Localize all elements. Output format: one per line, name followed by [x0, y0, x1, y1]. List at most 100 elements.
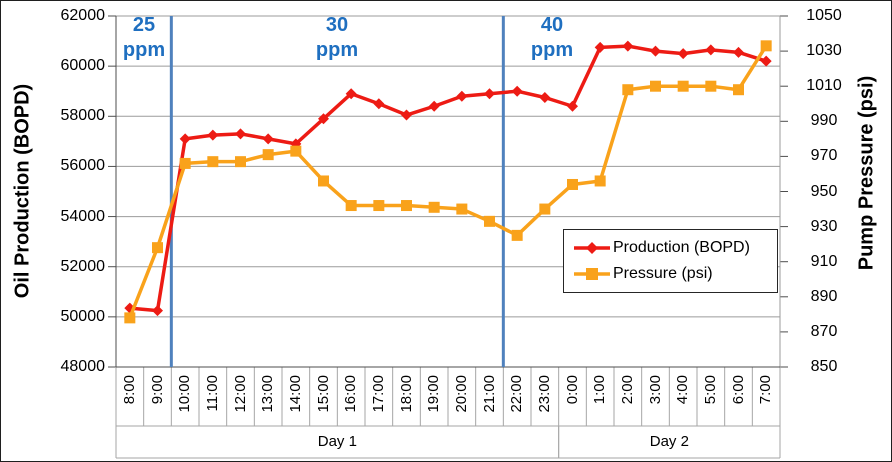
x-tick-label: 8:00	[120, 375, 138, 405]
x-tick-label: 15:00	[314, 375, 332, 413]
x-tick-label: 19:00	[425, 375, 443, 413]
production-marker	[152, 305, 163, 317]
y-right-axis-title: Pump Pressure (psi)	[855, 75, 878, 271]
pressure-marker	[456, 203, 468, 215]
y-right-tick-label: 850	[810, 358, 838, 375]
pressure-marker	[373, 200, 385, 212]
day-group-label: Day 2	[649, 433, 689, 450]
annotation-40ppm-unit: ppm	[530, 39, 574, 61]
pressure-marker	[622, 84, 634, 96]
annotation-40ppm: 40 ppm	[507, 13, 597, 63]
pressure-marker	[207, 156, 219, 168]
y-left-axis-title: Oil Production (BOPD)	[11, 83, 34, 299]
y-right-tick-label: 1010	[806, 77, 842, 95]
production-marker	[511, 85, 523, 97]
legend-entry-pressure: Pressure (psi)	[572, 265, 777, 283]
day-group-label: Day 1	[317, 433, 357, 450]
pressure-marker	[179, 157, 191, 169]
y-right-tick-label: 910	[810, 252, 838, 270]
production-marker	[345, 88, 357, 100]
x-tick-label: 22:00	[508, 375, 526, 413]
y-left-tick-label: 60000	[60, 57, 106, 75]
annotation-30ppm: 30 ppm	[292, 13, 382, 63]
pressure-legend-marker-icon	[574, 268, 610, 281]
x-tick-label: 4:00	[674, 375, 692, 405]
production-marker	[428, 100, 440, 112]
production-marker	[235, 128, 246, 140]
x-tick-label: 21:00	[480, 375, 498, 413]
annotation-25ppm-value: 25	[132, 14, 156, 36]
y-right-tick-label: 950	[810, 182, 838, 200]
production-marker	[484, 88, 495, 100]
pressure-marker	[760, 40, 772, 52]
x-tick-label: 6:00	[729, 375, 747, 405]
y-right-tick-label: 930	[810, 217, 838, 235]
y-left-tick-label: 54000	[60, 207, 106, 225]
x-tick-label: 5:00	[701, 375, 719, 405]
x-tick-label: 14:00	[286, 375, 304, 413]
production-marker	[373, 98, 385, 110]
y-right-tick-label: 1030	[806, 42, 842, 60]
x-tick-label: 0:00	[563, 375, 581, 405]
production-marker	[179, 133, 191, 145]
y-left-tick-label: 62000	[60, 7, 106, 24]
pressure-marker	[428, 201, 440, 213]
production-marker	[594, 41, 606, 53]
y-left-tick-label: 48000	[60, 358, 106, 375]
pressure-marker	[567, 178, 578, 190]
annotation-30ppm-unit: ppm	[315, 39, 359, 61]
x-tick-label: 12:00	[231, 375, 249, 413]
y-right-tick-label: 990	[810, 112, 838, 130]
pressure-marker	[124, 312, 136, 324]
production-marker	[677, 48, 689, 60]
production-marker	[705, 44, 717, 56]
production-marker	[456, 90, 468, 102]
x-tick-label: 17:00	[369, 375, 387, 413]
pressure-marker	[677, 80, 689, 92]
legend: Production (BOPD) Pressure (psi)	[563, 229, 778, 293]
pressure-marker	[484, 215, 495, 227]
x-tick-label: 7:00	[757, 375, 775, 405]
y-left-tick-label: 52000	[60, 257, 106, 275]
pressure-marker	[318, 175, 329, 187]
y-left-tick-label: 58000	[60, 107, 106, 125]
x-tick-label: 18:00	[397, 375, 415, 413]
annotation-25ppm-unit: ppm	[122, 39, 166, 61]
x-tick-label: 3:00	[646, 375, 664, 405]
y-left-tick-label: 56000	[60, 157, 106, 175]
pressure-marker	[511, 229, 523, 241]
production-marker	[207, 129, 219, 141]
production-marker	[733, 46, 744, 58]
x-tick-label: 16:00	[342, 375, 360, 413]
y-right-tick-label: 870	[810, 322, 838, 340]
y-right-tick-label: 890	[810, 287, 838, 305]
y-right-tick-label: 1050	[806, 7, 842, 24]
production-marker	[262, 133, 274, 145]
pressure-marker	[650, 80, 661, 92]
annotation-30ppm-value: 30	[325, 14, 349, 36]
pressure-marker	[705, 80, 717, 92]
legend-label-production: Production (BOPD)	[613, 238, 750, 256]
x-tick-label: 23:00	[535, 375, 553, 413]
x-tick-label: 2:00	[618, 375, 636, 405]
production-marker	[318, 113, 329, 125]
x-tick-label: 11:00	[203, 375, 221, 412]
x-tick-label: 13:00	[259, 375, 277, 413]
production-marker	[622, 40, 634, 52]
pressure-marker	[539, 203, 551, 215]
annotation-25ppm: 25 ppm	[99, 13, 189, 63]
production-marker	[650, 45, 661, 57]
production-marker	[539, 91, 551, 103]
pressure-marker	[733, 84, 744, 96]
production-legend-marker-icon	[574, 241, 610, 254]
x-tick-label: 9:00	[148, 375, 166, 405]
legend-label-pressure: Pressure (psi)	[613, 265, 713, 283]
y-left-tick-label: 50000	[60, 307, 106, 325]
x-tick-label: 10:00	[176, 375, 194, 413]
production-marker	[401, 109, 412, 121]
x-tick-label: 20:00	[452, 375, 470, 413]
pressure-marker	[594, 175, 606, 187]
pressure-marker	[290, 145, 302, 157]
